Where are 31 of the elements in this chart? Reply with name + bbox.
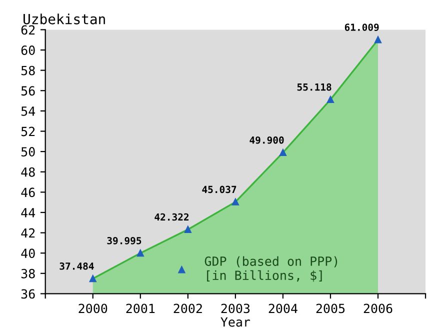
x-tick-label: 2001 (126, 304, 155, 314)
x-tick-label: 2002 (174, 304, 202, 314)
data-label: 49.900 (250, 136, 284, 144)
y-tick-label: 36 (21, 289, 35, 299)
y-tick-label: 42 (21, 228, 35, 238)
legend-label: GDP (based on PPP) [in Billions, $] (204, 256, 338, 282)
data-label: 45.037 (202, 186, 236, 194)
y-tick-label: 54 (21, 106, 36, 116)
chart-title: Uzbekistan (24, 14, 105, 24)
y-tick-label: 46 (21, 188, 35, 198)
x-tick-label: 2000 (78, 304, 108, 314)
data-label: 42.322 (154, 213, 189, 221)
y-tick-label: 50 (21, 147, 35, 157)
y-tick-label: 38 (21, 268, 35, 278)
y-tick-label: 62 (21, 25, 35, 35)
data-label: 55.118 (297, 83, 332, 91)
y-tick-label: 48 (21, 167, 35, 177)
y-tick-label: 40 (21, 248, 35, 258)
data-label: 39.995 (107, 236, 142, 244)
x-tick-label: 2006 (364, 304, 392, 314)
y-tick-label: 58 (21, 66, 35, 76)
y-tick-label: 56 (21, 86, 35, 96)
x-tick-label: 2005 (316, 304, 345, 314)
y-tick-label: 44 (21, 208, 36, 218)
y-tick-label: 52 (21, 126, 35, 136)
y-tick-label: 60 (21, 46, 35, 55)
x-axis-title: Year (220, 317, 250, 327)
x-tick-label: 2004 (268, 304, 298, 314)
x-tick-label: 2003 (221, 304, 250, 314)
data-label: 37.484 (60, 262, 94, 270)
data-label: 61.009 (344, 24, 379, 31)
